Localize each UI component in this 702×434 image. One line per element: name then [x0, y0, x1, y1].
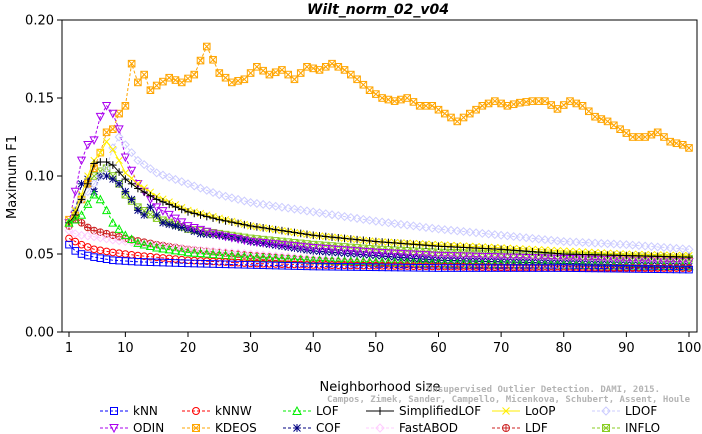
- legend-item-lof: LOF: [283, 404, 339, 418]
- x-tick-label: 100: [677, 341, 702, 356]
- legend-marker: [192, 424, 200, 432]
- legend-marker: [109, 424, 119, 434]
- x-tick-label: 10: [117, 341, 134, 356]
- legend-item-inflo: INFLO: [592, 421, 660, 434]
- series-markers-loop: [65, 138, 693, 260]
- legend-item-fastabod: FastABOD: [366, 421, 458, 434]
- x-axis-label: Neighborhood size: [320, 380, 441, 395]
- legend-item-knn: kNN: [100, 404, 158, 418]
- legend-label: kNNW: [215, 404, 252, 418]
- legend-label: INFLO: [625, 421, 660, 434]
- legend-marker: [110, 407, 118, 415]
- series-loop: [65, 138, 693, 260]
- legend-item-loop: LoOP: [492, 404, 556, 418]
- y-tick-label: 0.05: [25, 248, 54, 263]
- legend-marker: [502, 407, 510, 415]
- series-ldof: [64, 132, 694, 254]
- series-simplifiedlof: [65, 158, 693, 261]
- legend-label: SimplifiedLOF: [399, 404, 481, 418]
- axes: 0.00 0.05 0.10 0.15 0.20 1 10 20 30 40 50 60 70 80 90 1…: [25, 14, 701, 357]
- legend-label: KDEOS: [215, 421, 257, 434]
- series-markers-ldof: [64, 132, 694, 254]
- credit-line-2: Campos, Zimek, Sander, Campello, Micenko…: [327, 394, 691, 405]
- legend-item-odin: ODIN: [100, 421, 164, 434]
- legend-label: kNN: [133, 404, 158, 418]
- x-tick-label: 20: [180, 341, 197, 356]
- series-markers-knn: [65, 240, 693, 274]
- legend-label: FastABOD: [399, 421, 458, 434]
- legend-item-ldof: LDOF: [592, 404, 657, 418]
- legend-label: LoOP: [525, 404, 556, 418]
- y-axis-label: Maximum F1: [5, 135, 20, 219]
- legend-marker: [293, 424, 301, 432]
- legend-label: ODIN: [133, 421, 164, 434]
- legend-marker: [375, 423, 385, 433]
- x-tick-label: 60: [430, 341, 447, 356]
- series-markers-simplifiedlof: [65, 158, 693, 261]
- legend-marker: [601, 406, 611, 416]
- legend-item-ldf: LDF: [492, 421, 548, 434]
- x-tick-label: 1: [65, 341, 73, 356]
- legend-label: COF: [316, 421, 341, 434]
- legend-marker: [292, 405, 302, 415]
- legend-marker: [376, 407, 384, 415]
- x-tick-label: 50: [368, 341, 385, 356]
- series-line-lof: [68, 193, 690, 267]
- credit-line-1: Unsupervised Outlier Detection. DAMI, 20…: [427, 384, 660, 395]
- y-tick-label: 0.10: [25, 170, 54, 185]
- x-tick-label: 80: [555, 341, 572, 356]
- y-tick-label: 0.15: [25, 92, 54, 107]
- x-tick-label: 70: [493, 341, 510, 356]
- x-tick-label: 40: [305, 341, 322, 356]
- series-line-ldof: [68, 136, 690, 250]
- x-tick-label: 90: [618, 341, 635, 356]
- series-line-kdeos: [68, 45, 690, 221]
- legend-marker: [502, 424, 510, 432]
- legend-marker: [192, 407, 200, 415]
- legend-item-cof: COF: [283, 421, 341, 434]
- series-knn: [65, 240, 693, 274]
- y-tick-label: 0.20: [25, 14, 54, 29]
- y-tick-label: 0.00: [25, 326, 54, 341]
- legend-item-simplifiedlof: SimplifiedLOF: [366, 404, 481, 418]
- legend-marker: [602, 424, 610, 432]
- legend-label: LDF: [525, 421, 548, 434]
- x-tick-label: 30: [242, 341, 259, 356]
- legend-label: LDOF: [625, 404, 657, 418]
- legend-item-knnw: kNNW: [182, 404, 252, 418]
- plot-area: [64, 42, 694, 274]
- series-line-odin: [68, 104, 690, 263]
- legend-label: LOF: [316, 404, 339, 418]
- legend: kNN kNNW LOF SimplifiedLOF LoOP LDOF ODIN KDEOS…: [100, 404, 660, 434]
- chart-title: Wilt_norm_02_v04: [307, 2, 449, 18]
- legend-item-kdeos: KDEOS: [182, 421, 257, 434]
